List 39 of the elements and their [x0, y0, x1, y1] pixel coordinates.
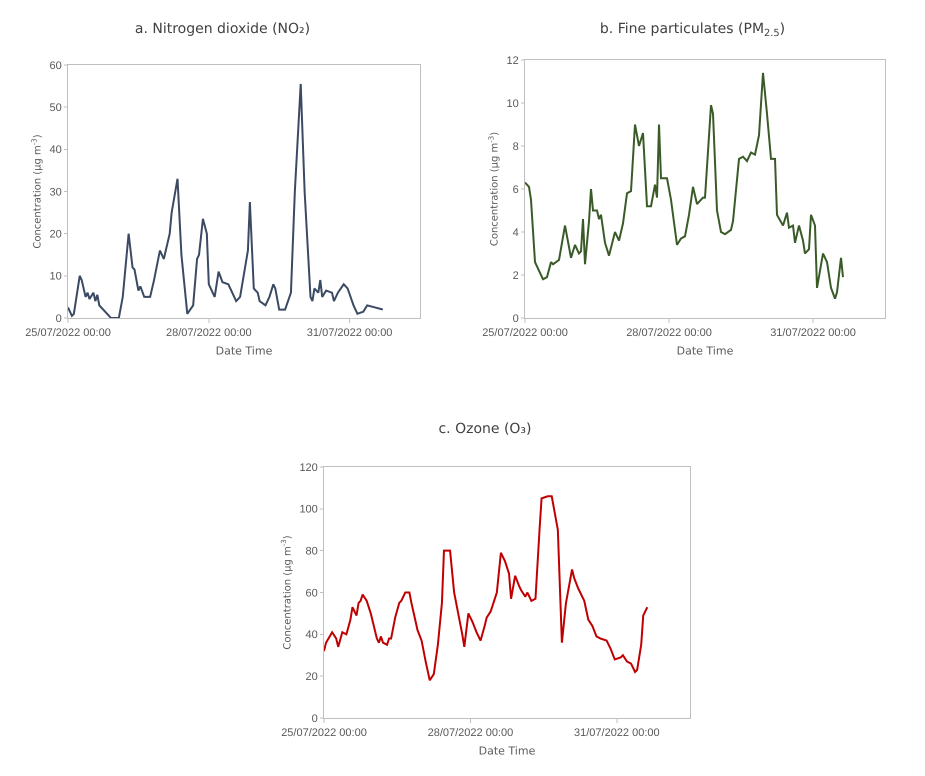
y-tick-label: 0: [512, 312, 519, 325]
line-series: [324, 495, 648, 682]
y-tick-label: 0: [312, 712, 318, 725]
x-tick-label: 28/07/2022 00:00: [428, 727, 514, 740]
x-axis-title: Date Time: [676, 344, 734, 358]
y-tick-label: 60: [50, 60, 62, 72]
y-tick-label: 100: [299, 504, 318, 516]
line-series: [68, 82, 384, 318]
x-tick-label: 25/07/2022 00:00: [482, 327, 568, 340]
y-tick-label: 8: [512, 140, 519, 153]
x-tick-label: 28/07/2022 00:00: [166, 327, 252, 340]
chart-title: a. Nitrogen dioxide (NO₂): [134, 20, 310, 37]
x-axis-title: Date Time: [478, 744, 536, 758]
x-tick-label: 25/07/2022 00:00: [281, 727, 367, 740]
chart-title: c. Ozone (O₃): [438, 420, 532, 437]
y-tick-label: 40: [50, 144, 62, 156]
x-tick-label: 31/07/2022 00:00: [306, 327, 392, 340]
y-tick-label: 10: [506, 98, 519, 110]
y-tick-label: 10: [50, 270, 62, 283]
y-tick-label: 80: [306, 546, 318, 558]
y-tick-label: 50: [50, 102, 62, 114]
x-tick-label: 25/07/2022 00:00: [25, 327, 111, 340]
x-tick-label: 28/07/2022 00:00: [626, 327, 712, 340]
line-series: [525, 72, 844, 300]
y-tick-label: 40: [306, 629, 318, 642]
y-tick-label: 60: [306, 587, 318, 600]
y-tick-label: 20: [50, 228, 62, 241]
y-tick-label: 4: [512, 226, 519, 239]
y-tick-label: 20: [306, 671, 318, 684]
x-tick-label: 31/07/2022 00:00: [574, 727, 660, 740]
y-tick-label: 30: [50, 186, 62, 198]
y-tick-label: 2: [512, 270, 519, 282]
chart-title: b. Fine particulates (PM$_{2.5}$): [600, 20, 786, 39]
x-axis-title: Date Time: [216, 344, 273, 358]
x-tick-label: 31/07/2022 00:00: [770, 327, 856, 340]
y-tick-label: 120: [299, 462, 318, 474]
y-tick-label: 12: [506, 54, 519, 67]
y-tick-label: 0: [56, 312, 62, 325]
y-tick-label: 6: [512, 184, 519, 196]
